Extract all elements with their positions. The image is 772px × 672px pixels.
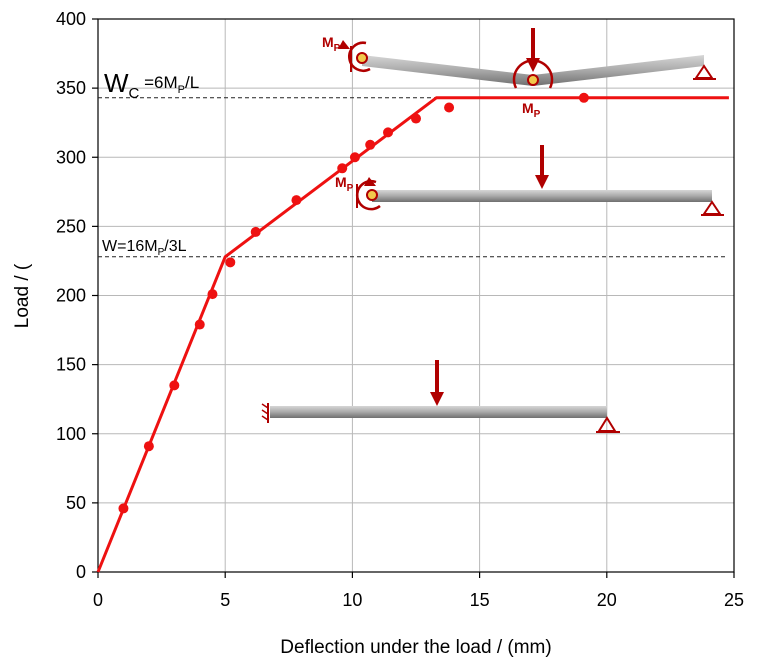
- svg-text:MP: MP: [322, 34, 341, 54]
- data-point: [118, 503, 129, 514]
- data-point: [365, 139, 376, 150]
- data-point: [383, 127, 394, 138]
- beam-diagram-elastic: [261, 360, 620, 433]
- x-tick-label: 15: [470, 590, 490, 610]
- y-tick-label: 350: [56, 78, 86, 98]
- y-axis-label: Load / (: [12, 263, 33, 328]
- ref-label-first-hinge: W=16MP/3L: [102, 238, 187, 258]
- y-tick-label: 0: [76, 562, 86, 582]
- series-layer: [96, 92, 729, 573]
- y-tick-label: 50: [66, 493, 86, 513]
- grid-layer: [98, 19, 734, 572]
- data-point: [225, 257, 236, 268]
- data-point: [411, 113, 421, 124]
- ref-label-collapse: WC =6MP/L: [104, 68, 199, 102]
- svg-text:MP: MP: [522, 100, 541, 120]
- y-tick-label: 400: [56, 9, 86, 29]
- y-tick-label: 150: [56, 355, 86, 375]
- data-point: [207, 289, 218, 300]
- x-tick-label: 10: [342, 590, 362, 610]
- x-tick-label: 5: [220, 590, 230, 610]
- data-point: [349, 152, 360, 163]
- x-tick-label: 25: [724, 590, 744, 610]
- data-point: [578, 92, 589, 103]
- y-tick-label: 200: [56, 286, 86, 306]
- y-tick-label: 100: [56, 424, 86, 444]
- x-tick-label: 0: [93, 590, 103, 610]
- data-point: [250, 226, 261, 237]
- svg-text:MP: MP: [335, 174, 354, 194]
- reference-lines: [98, 97, 726, 258]
- beam-diagram-mechanism: MP MP: [322, 28, 716, 120]
- data-point: [337, 163, 348, 174]
- data-point: [291, 195, 302, 206]
- beam-diagram-first-hinge: MP: [335, 145, 724, 216]
- y-tick-label: 300: [56, 147, 86, 167]
- data-point: [169, 380, 180, 391]
- y-tick-label: 250: [56, 216, 86, 236]
- x-tick-label: 20: [597, 590, 617, 610]
- data-point: [444, 102, 455, 113]
- data-point: [143, 441, 154, 452]
- data-point: [194, 319, 205, 330]
- x-axis-label: Deflection under the load / (mm): [280, 637, 551, 658]
- series-line: [96, 96, 729, 573]
